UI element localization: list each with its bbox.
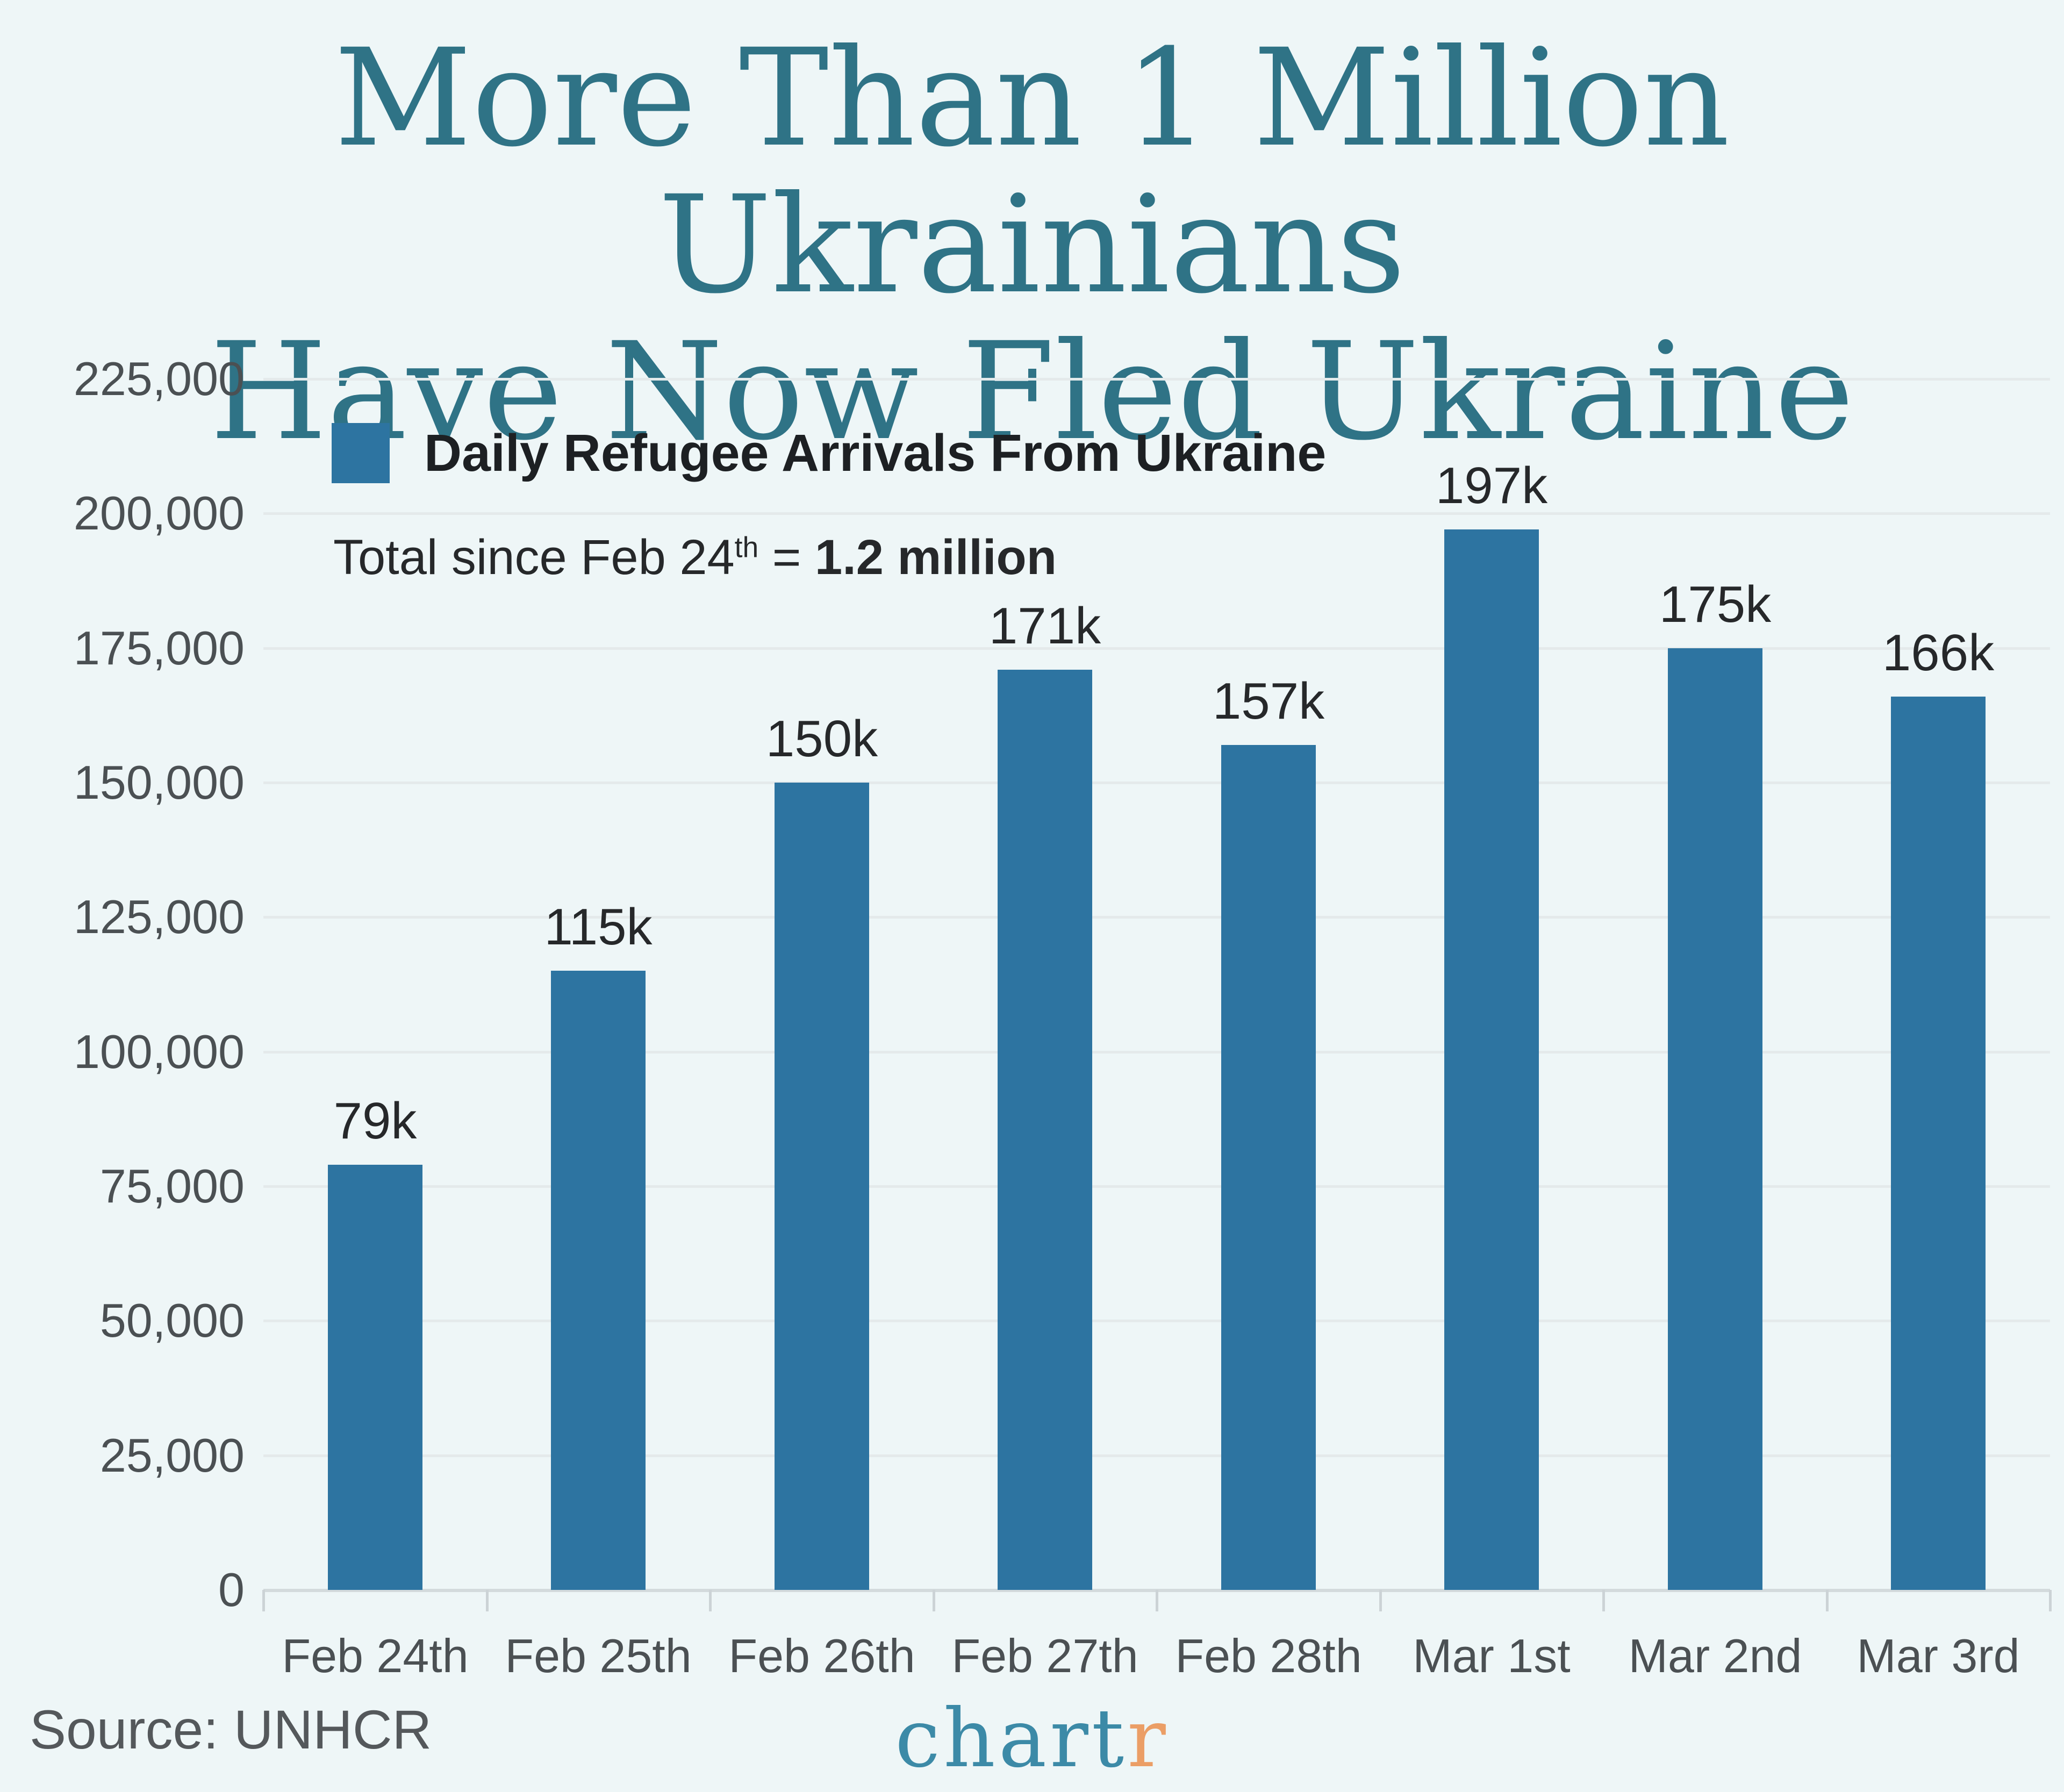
y-axis-label: 150,000 (73, 756, 245, 809)
y-axis-label: 75,000 (99, 1159, 245, 1213)
bar-value-label: 157k (1212, 672, 1325, 730)
bar-value-label: 79k (333, 1092, 417, 1150)
bar-slot: 197k Mar 1st (1413, 379, 1570, 1682)
gridline (263, 782, 2050, 784)
x-axis-tick (933, 1590, 935, 1611)
legend-label: Daily Refugee Arrivals From Ukraine (424, 424, 1327, 482)
bar (998, 670, 1092, 1590)
source-credit: Source: UNHCR (30, 1699, 432, 1760)
total-annotation-value: 1.2 million (815, 530, 1057, 585)
total-annotation: Total since Feb 24th = 1.2 million (333, 528, 1057, 587)
bar (551, 971, 646, 1590)
x-axis-tick (486, 1590, 489, 1611)
bar-value-label: 171k (988, 597, 1101, 655)
x-axis-label: Feb 24th (282, 1629, 469, 1682)
x-axis-label: Feb 27th (951, 1629, 1138, 1682)
chartr-logo-chart: chart (895, 1692, 1128, 1786)
y-axis-label: 225,000 (73, 352, 245, 405)
bar (1221, 745, 1316, 1590)
x-axis-tick (2049, 1590, 2052, 1611)
x-axis-tick (709, 1590, 712, 1611)
y-axis-label: 0 (218, 1563, 245, 1616)
bar-value-label: 197k (1435, 457, 1548, 514)
x-axis-label: Mar 3rd (1857, 1629, 2020, 1682)
x-axis-label: Mar 1st (1413, 1629, 1571, 1682)
x-axis-tick (1156, 1590, 1158, 1611)
bar-slot: 166k Mar 3rd (1857, 379, 2019, 1682)
y-axis-label: 175,000 (73, 621, 245, 675)
total-annotation-connector: = (758, 530, 815, 585)
bar (1891, 697, 1986, 1590)
y-axis-label: 200,000 (73, 486, 245, 540)
bar-slot: 115k Feb 25th (505, 379, 691, 1682)
bar-value-label: 166k (1882, 624, 1995, 682)
gridline (263, 378, 2050, 381)
chartr-logo: chartr (0, 1692, 2064, 1786)
bar-slot: 150k Feb 26th (728, 379, 915, 1682)
chart-title: More Than 1 Million Ukrainians Have Now … (0, 25, 2064, 465)
y-axis-label: 100,000 (73, 1025, 245, 1078)
total-annotation-prefix: Total since Feb 24 (333, 530, 735, 585)
chartr-logo-r: r (1127, 1692, 1169, 1786)
gridline (263, 647, 2050, 650)
bar-value-label: 150k (765, 710, 878, 768)
bar-slot: 79k Feb 24th (282, 379, 468, 1682)
gridline (263, 1185, 2050, 1188)
gridline (263, 1454, 2050, 1457)
gridline (263, 916, 2050, 919)
legend-swatch (332, 423, 390, 483)
plot-area: 225,000 200,000 175,000 150,000 125,000 100,0… (74, 352, 2052, 1682)
total-annotation-ordinal: th (734, 532, 759, 564)
x-axis-tick (1826, 1590, 1829, 1611)
legend: Daily Refugee Arrivals From Ukraine (332, 423, 1326, 483)
x-axis-label: Feb 25th (505, 1629, 692, 1682)
bar-slot: 171k Feb 27th (951, 379, 1138, 1682)
y-axis-label: 50,000 (99, 1294, 245, 1347)
y-axis-label: 125,000 (73, 890, 245, 943)
x-axis-tick (1379, 1590, 1382, 1611)
bar-value-label: 175k (1659, 576, 1772, 633)
bar-slot: 157k Feb 28th (1175, 379, 1361, 1682)
chart-title-line-1: More Than 1 Million Ukrainians (334, 20, 1730, 323)
x-axis-label: Mar 2nd (1628, 1629, 1802, 1682)
gridline (263, 1051, 2050, 1053)
x-axis-tick (1602, 1590, 1605, 1611)
bar (328, 1165, 422, 1590)
bar (1668, 648, 1762, 1590)
bar (1444, 529, 1539, 1590)
gridline (263, 512, 2050, 515)
x-axis-label: Feb 26th (728, 1629, 915, 1682)
gridline (263, 1320, 2050, 1322)
bar-value-label: 115k (544, 898, 653, 956)
y-axis-label: 25,000 (99, 1429, 245, 1482)
bar (775, 783, 869, 1590)
chart-title-line-2: Have Now Fled Ukraine (210, 313, 1854, 470)
bar-slot: 175k Mar 2nd (1629, 379, 1802, 1682)
x-axis-tick (262, 1590, 265, 1611)
x-axis-label: Feb 28th (1175, 1629, 1362, 1682)
